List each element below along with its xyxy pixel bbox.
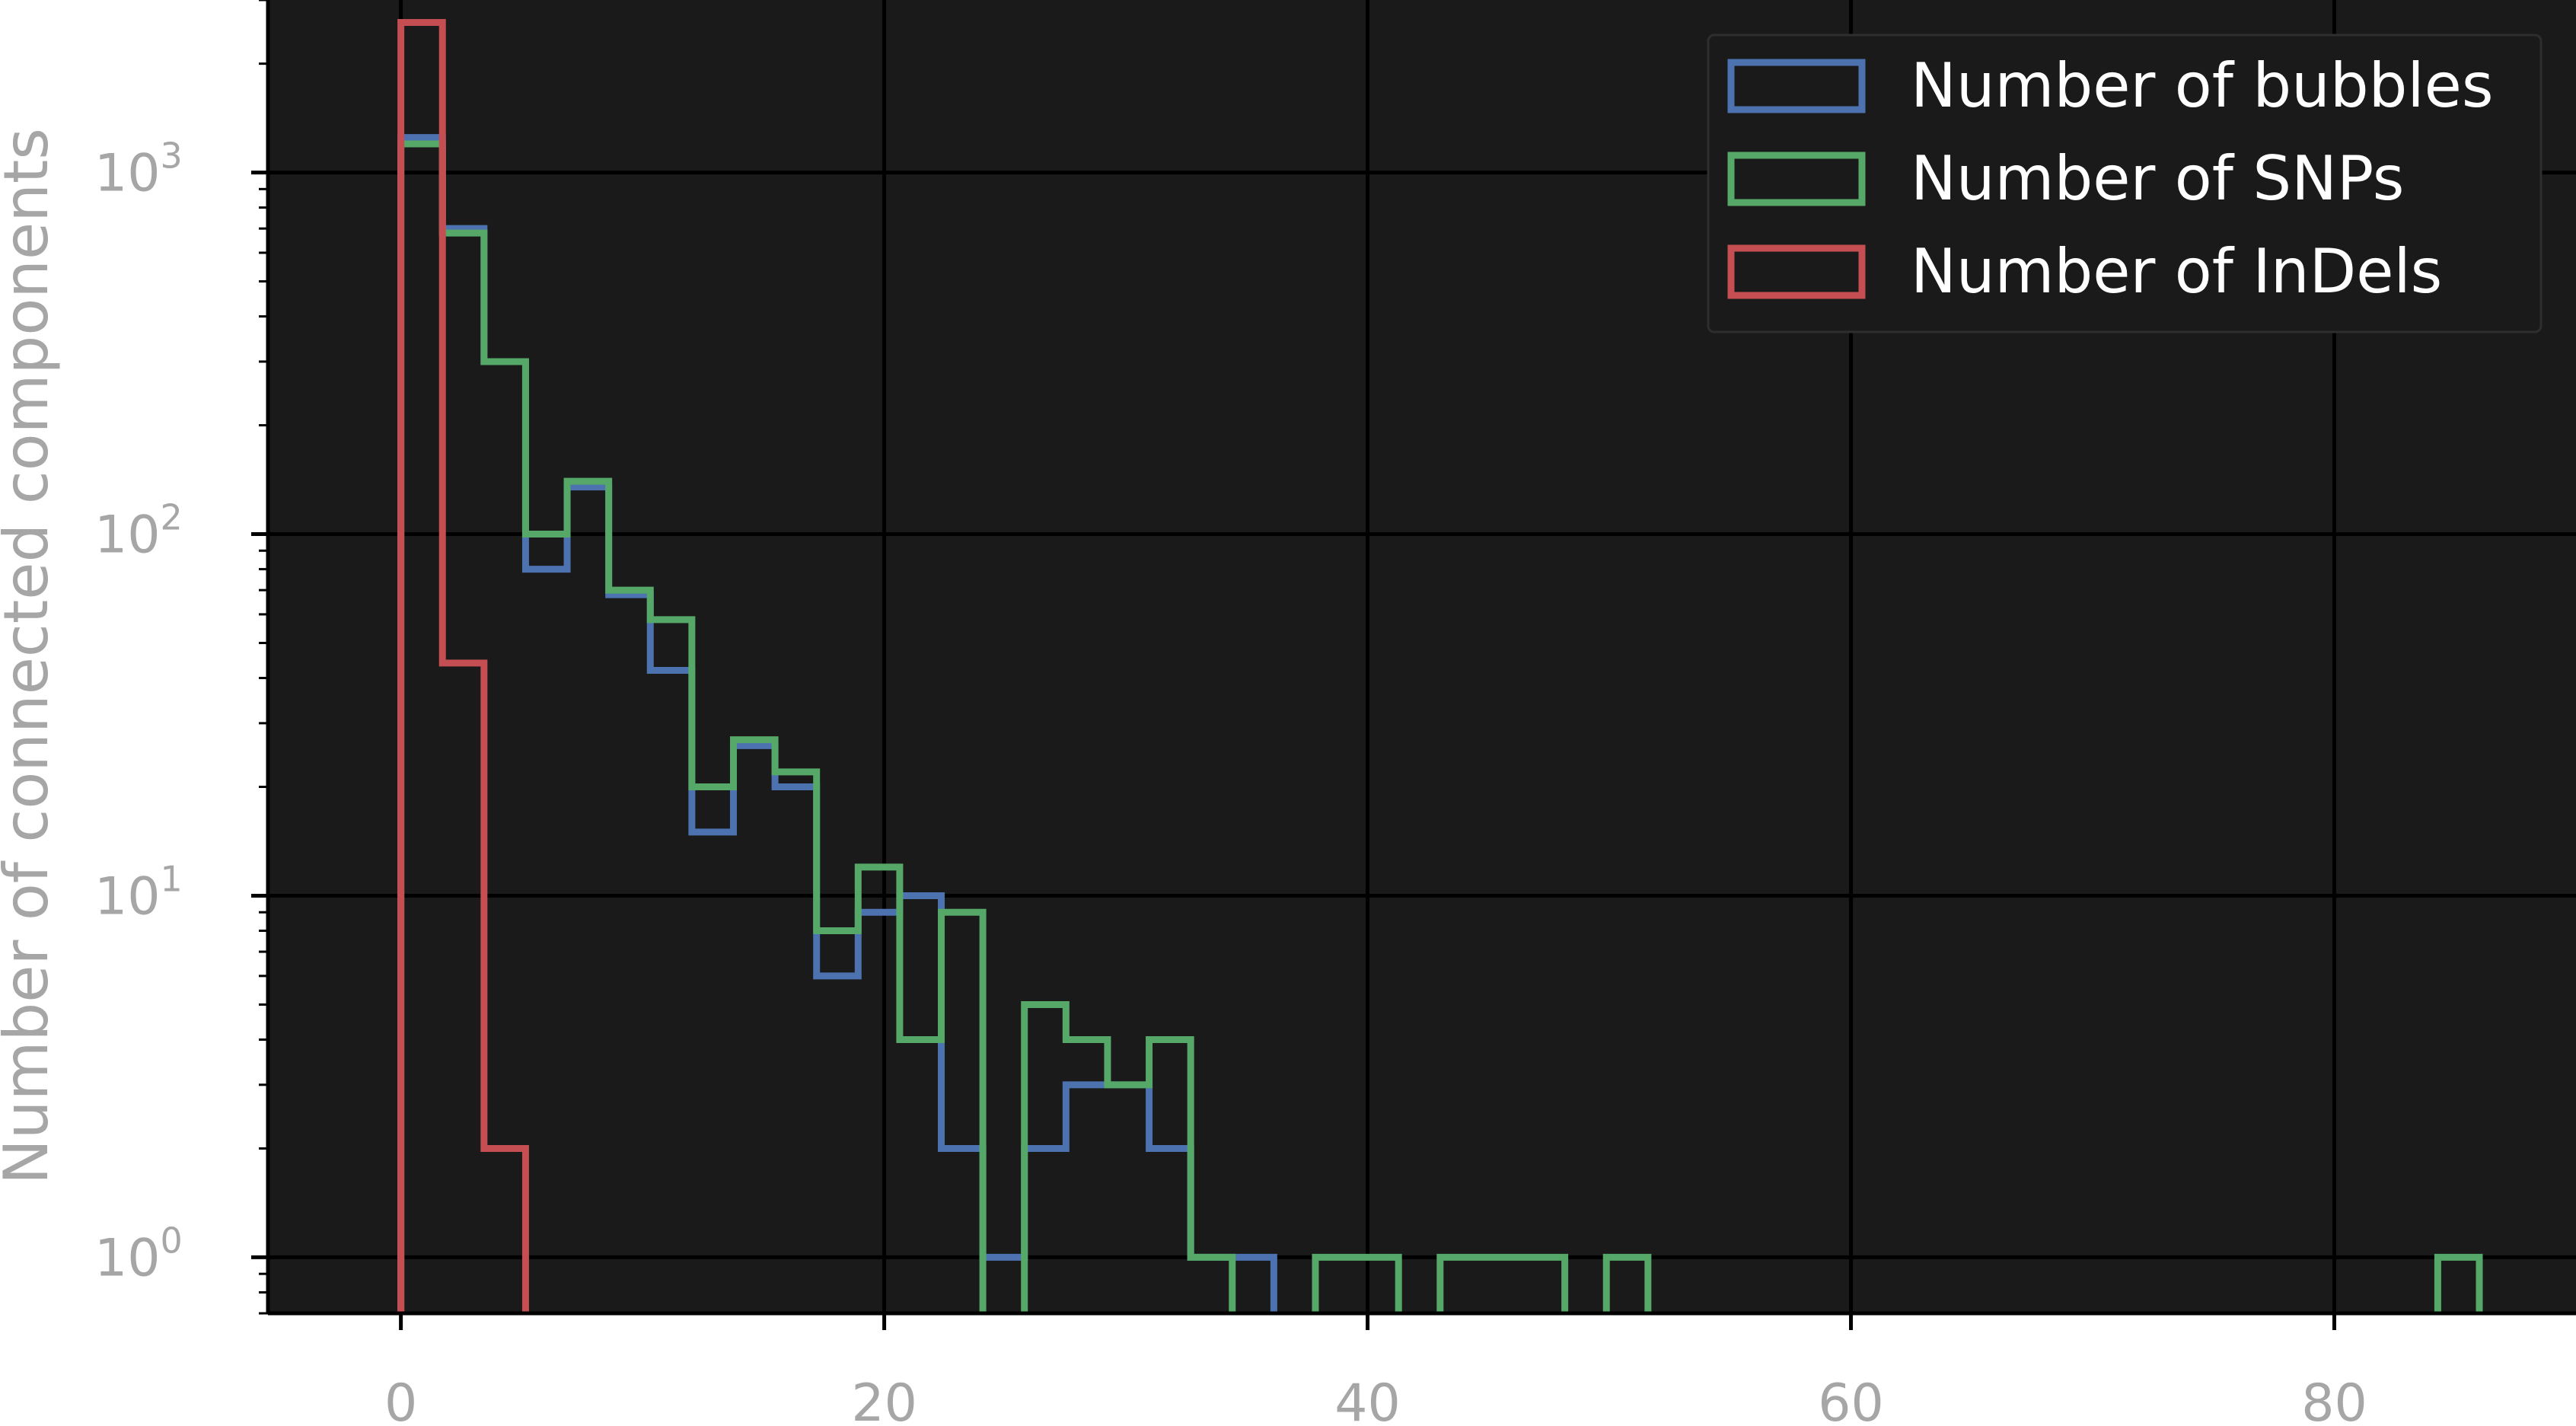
legend-swatch-snps bbox=[1727, 152, 1866, 206]
legend-frame bbox=[1707, 33, 2543, 333]
histogram-step-2 bbox=[397, 19, 529, 1313]
x-ticks: 0 20 40 60 80 bbox=[384, 1313, 2367, 1426]
y-axis-label: Number of connected components bbox=[0, 128, 62, 1185]
x-tick-label: 60 bbox=[1818, 1373, 1884, 1426]
x-tick-label: 40 bbox=[1334, 1373, 1401, 1426]
legend: Number of bubbles Number of SNPs Number … bbox=[1707, 33, 2543, 333]
y-tick-label: 100 bbox=[94, 1220, 183, 1288]
y-tick-label: 101 bbox=[94, 858, 183, 927]
legend-entry-snps: Number of SNPs bbox=[1727, 143, 2404, 214]
legend-label-indels: Number of InDels bbox=[1911, 236, 2442, 307]
series-group bbox=[397, 19, 2483, 1313]
legend-swatch-bubbles bbox=[1727, 59, 1866, 113]
series-2 bbox=[397, 19, 529, 1313]
y-ticks: 100 101 102 103 bbox=[94, 0, 268, 1315]
y-tick-label: 103 bbox=[94, 136, 183, 204]
y-tick-label: 102 bbox=[94, 497, 183, 566]
axes bbox=[266, 0, 2576, 1316]
x-tick-label: 0 bbox=[384, 1373, 417, 1426]
series-1 bbox=[397, 140, 2483, 1313]
x-tick-label: 20 bbox=[851, 1373, 917, 1426]
legend-label-snps: Number of SNPs bbox=[1911, 143, 2404, 214]
legend-swatch-indels bbox=[1727, 244, 1866, 299]
legend-label-bubbles: Number of bubbles bbox=[1911, 50, 2494, 121]
histogram-step-1 bbox=[397, 140, 2483, 1313]
legend-entry-indels: Number of InDels bbox=[1727, 236, 2442, 307]
x-tick-label: 80 bbox=[2301, 1373, 2367, 1426]
legend-entry-bubbles: Number of bubbles bbox=[1727, 50, 2494, 121]
